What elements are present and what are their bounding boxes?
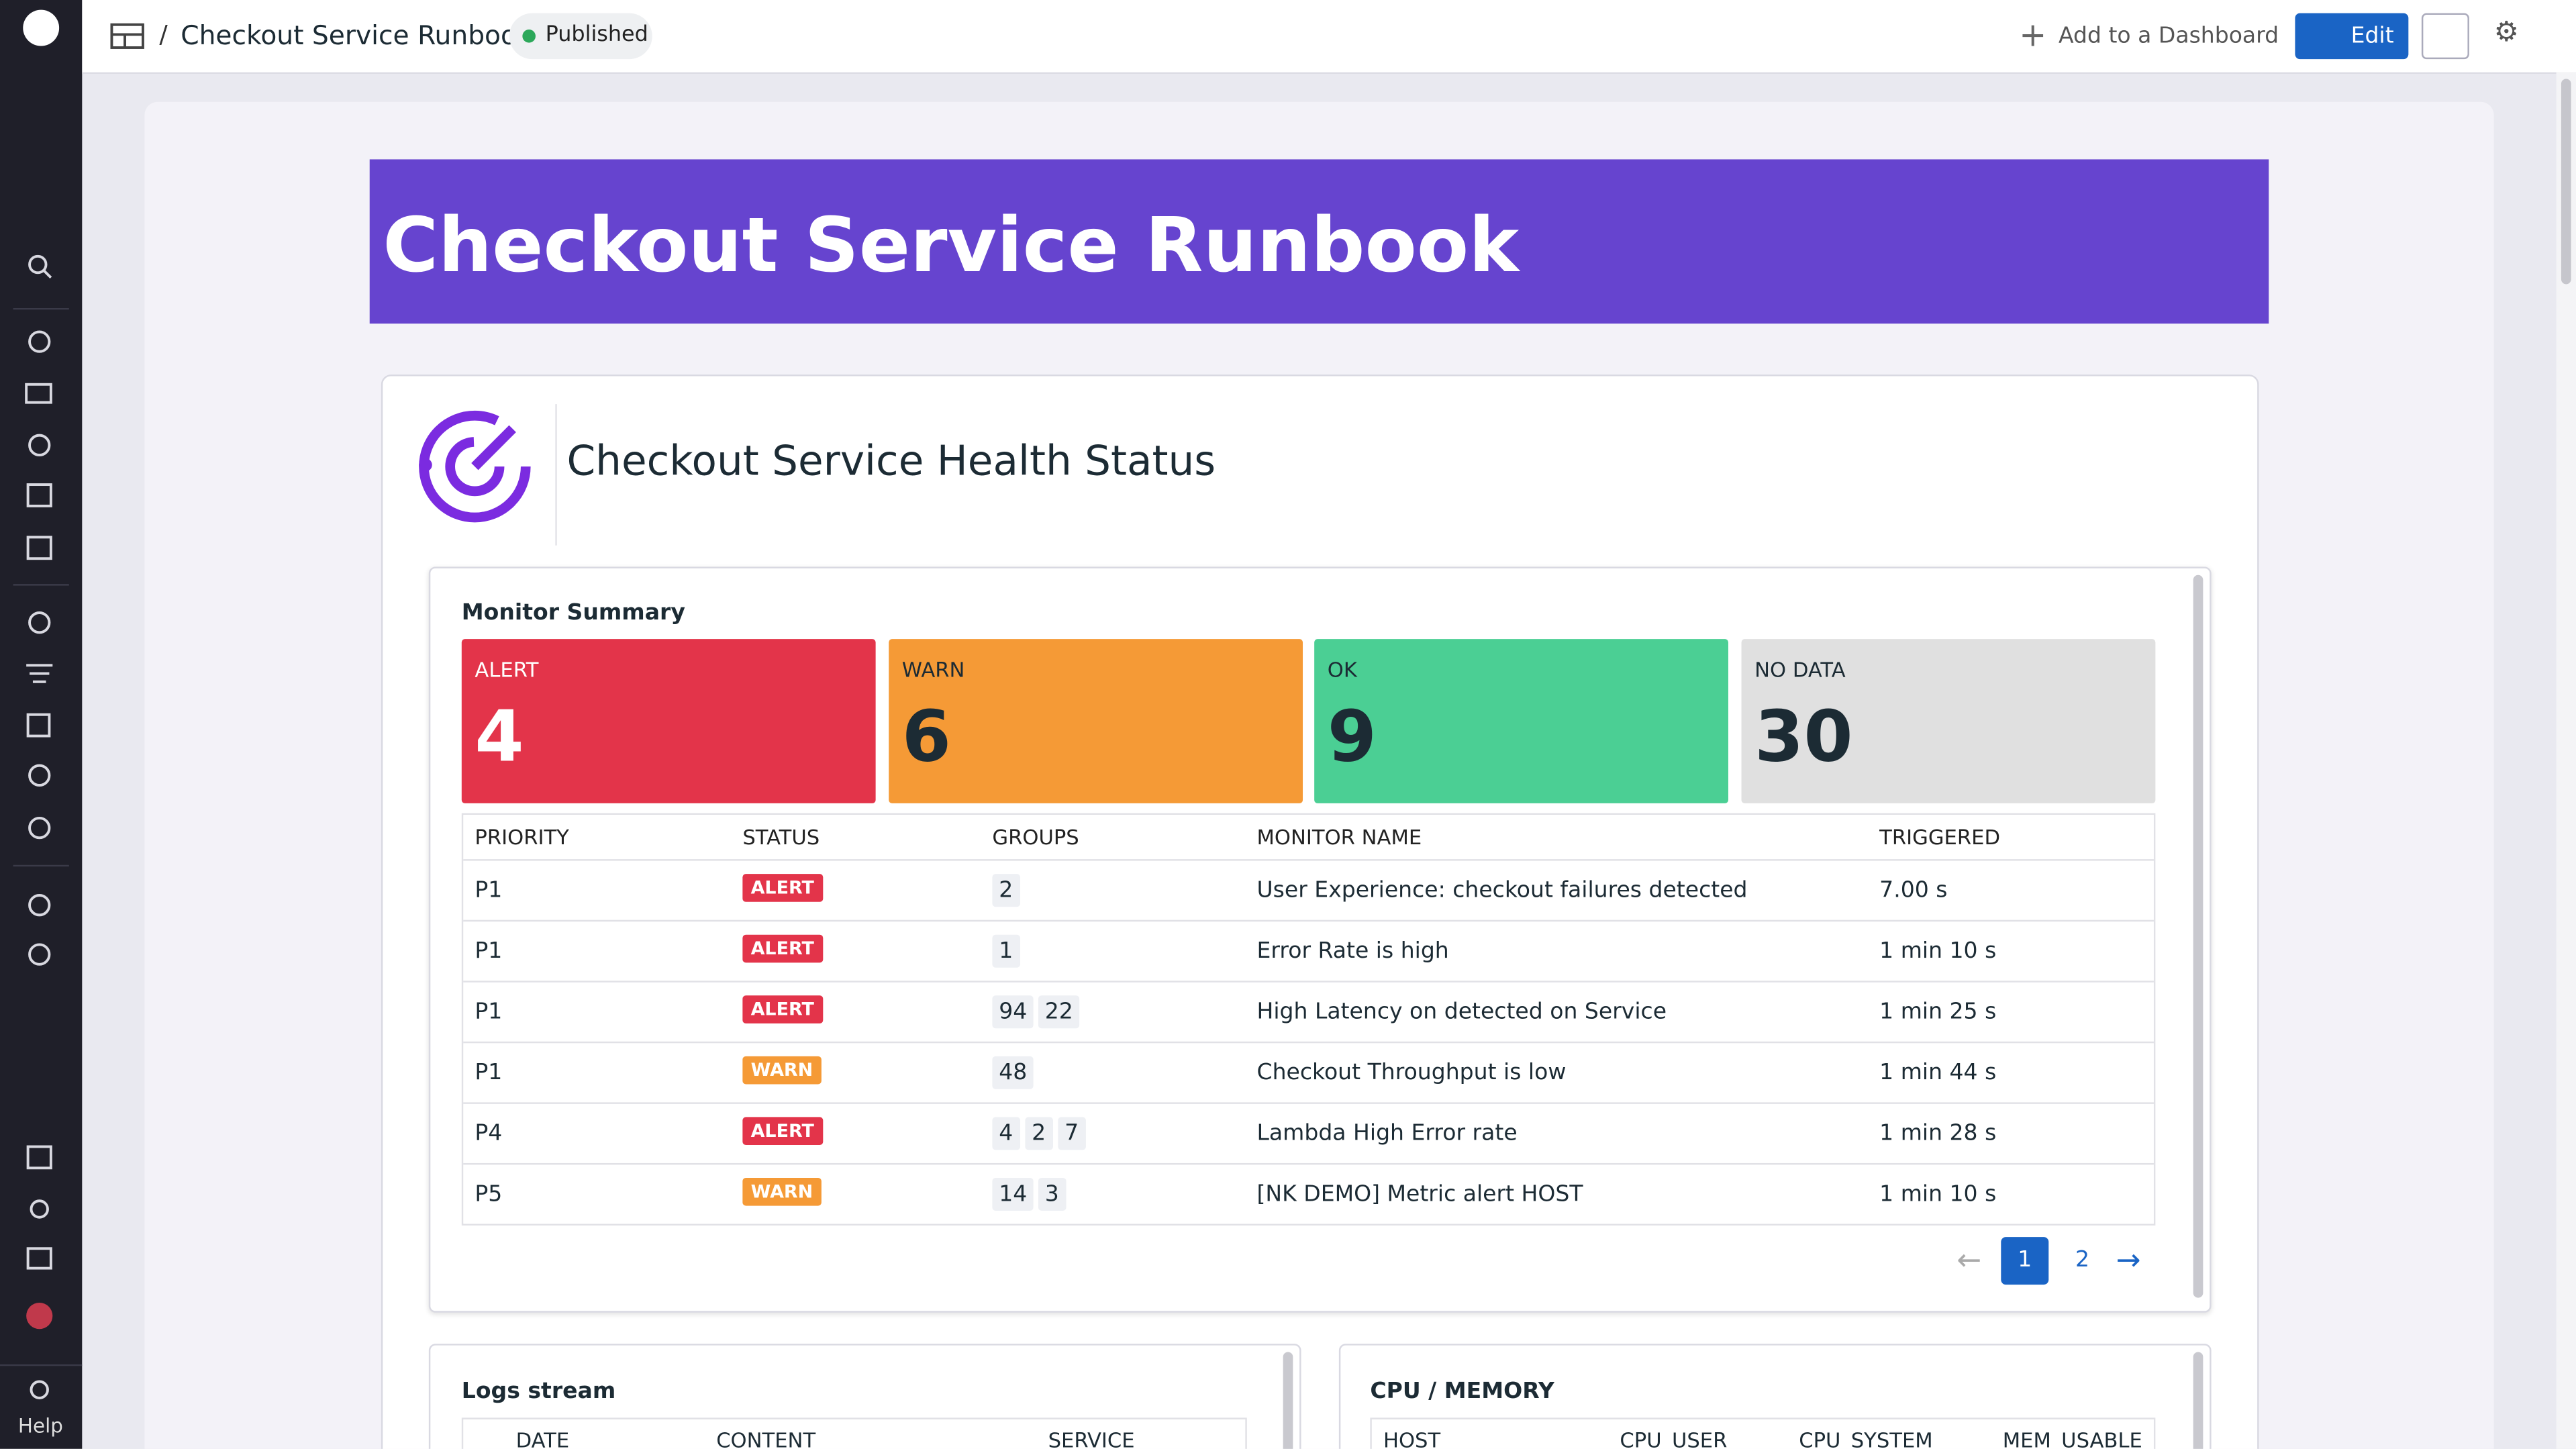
status-badge: WARN <box>742 1056 822 1085</box>
widget-title: Monitor Summary <box>461 599 685 626</box>
monitor-name[interactable]: User Experience: checkout failures detec… <box>1256 877 1748 904</box>
column-header: CONTENT <box>716 1428 816 1449</box>
group-chip[interactable]: 3 <box>1038 1178 1066 1211</box>
help[interactable]: Help <box>17 1414 63 1438</box>
logo <box>23 9 60 46</box>
prev-arrow: ← <box>1956 1243 1982 1279</box>
count-label: NO DATA <box>1754 657 1846 682</box>
column-header: CPU_SYSTEM <box>1799 1428 1933 1449</box>
divider <box>536 404 557 546</box>
count-value: 6 <box>901 696 952 779</box>
monitor-name[interactable]: Checkout Throughput is low <box>1256 1059 1567 1086</box>
row-divider <box>463 919 2154 922</box>
count-tile[interactable] <box>889 639 1303 803</box>
status-text: Published <box>545 23 648 48</box>
add-to-dashboard[interactable]: Add to a Dashboard <box>2058 23 2279 50</box>
monitor-logo <box>419 410 531 523</box>
status-dot <box>522 30 536 43</box>
triggered: 7.00 s <box>1879 877 1948 904</box>
status-badge: ALERT <box>742 995 823 1023</box>
breadcrumb-title: Checkout Service Runbook <box>181 19 532 51</box>
group-chip[interactable]: 94 <box>992 995 1034 1029</box>
cpu-widget <box>1338 1344 2212 1449</box>
row-divider <box>463 859 2154 861</box>
cpu-table <box>1370 1417 2156 1449</box>
monitor-name[interactable]: Lambda High Error rate <box>1256 1120 1518 1147</box>
column-header: DATE <box>515 1428 570 1449</box>
triggered: 1 min 10 s <box>1879 1181 1997 1208</box>
page-button[interactable]: 2 <box>2075 1246 2089 1273</box>
separator: / <box>159 19 168 50</box>
add-icon: + <box>2019 15 2047 54</box>
count-value: 4 <box>475 696 524 779</box>
scrollbar <box>2556 72 2576 1449</box>
sidebar <box>0 0 83 1449</box>
settings[interactable]: ⚙ <box>2493 16 2519 50</box>
count-label: ALERT <box>475 657 539 682</box>
group-chip[interactable]: 4 <box>992 1117 1020 1150</box>
priority: P1 <box>475 938 503 964</box>
status-badge: ALERT <box>742 1117 823 1146</box>
banner-title: Checkout Service Runbook <box>383 200 1520 289</box>
row-divider <box>463 1102 2154 1104</box>
priority: P4 <box>475 1120 503 1147</box>
column-header: MEM_USABLE <box>2002 1428 2142 1449</box>
status-badge: ALERT <box>742 874 823 902</box>
count-value: 9 <box>1327 696 1377 779</box>
column-header: TRIGGERED <box>1879 824 2001 850</box>
banner <box>369 159 2269 324</box>
column-header: MONITOR NAME <box>1256 824 1422 850</box>
group-chip[interactable]: 14 <box>992 1178 1034 1211</box>
count-tile[interactable] <box>461 639 876 803</box>
priority: P1 <box>475 877 503 904</box>
edit-text[interactable]: Edit <box>2350 23 2394 50</box>
group-chip[interactable]: 2 <box>992 874 1020 907</box>
group-chip[interactable]: 2 <box>1025 1117 1052 1150</box>
next-arrow[interactable]: → <box>2116 1243 2141 1279</box>
status-badge: WARN <box>742 1178 822 1206</box>
column-header: SERVICE <box>1048 1428 1135 1449</box>
group-chip[interactable]: 7 <box>1058 1117 1085 1150</box>
widget-title: CPU / MEMORY <box>1370 1378 1554 1405</box>
logs-table <box>461 1417 1247 1449</box>
triggered: 1 min 28 s <box>1879 1120 1997 1147</box>
column-header: CPU_USER <box>1620 1428 1728 1449</box>
logs-widget <box>428 1344 1301 1449</box>
column-header: GROUPS <box>992 824 1079 850</box>
edit-button[interactable] <box>2295 13 2409 60</box>
widget-title: Logs stream <box>461 1378 616 1405</box>
count-tile[interactable] <box>1741 639 2156 803</box>
count-value: 30 <box>1754 696 1853 779</box>
row-divider <box>463 981 2154 983</box>
count-tile[interactable] <box>1314 639 1728 803</box>
monitor-name[interactable]: [NK DEMO] Metric alert HOST <box>1256 1181 1583 1208</box>
top-bar <box>82 0 2576 74</box>
triggered: 1 min 25 s <box>1879 999 1997 1026</box>
page-button[interactable]: 1 <box>2001 1237 2049 1285</box>
count-label: WARN <box>901 657 965 682</box>
group-chip[interactable]: 1 <box>992 934 1020 968</box>
monitor-table <box>461 813 2156 1226</box>
priority: P1 <box>475 999 503 1026</box>
status-badge: ALERT <box>742 934 823 963</box>
dashboard-icon[interactable] <box>109 19 148 52</box>
row-divider <box>463 1041 2154 1044</box>
priority: P5 <box>475 1181 503 1208</box>
link-button[interactable] <box>2421 13 2469 60</box>
triggered: 1 min 10 s <box>1879 938 1997 964</box>
column-header: STATUS <box>742 824 820 850</box>
group-chip[interactable]: 22 <box>1038 995 1080 1029</box>
group-chip[interactable]: 48 <box>992 1056 1034 1089</box>
column-header: PRIORITY <box>475 824 569 850</box>
monitor-name[interactable]: Error Rate is high <box>1256 938 1449 964</box>
triggered: 1 min 44 s <box>1879 1059 1997 1086</box>
count-label: OK <box>1327 657 1357 682</box>
row-divider <box>463 1162 2154 1165</box>
column-header: HOST <box>1383 1428 1441 1449</box>
monitor-name[interactable]: High Latency on detected on Service <box>1256 999 1667 1026</box>
priority: P1 <box>475 1059 503 1086</box>
section-title: Checkout Service Health Status <box>566 437 1216 485</box>
